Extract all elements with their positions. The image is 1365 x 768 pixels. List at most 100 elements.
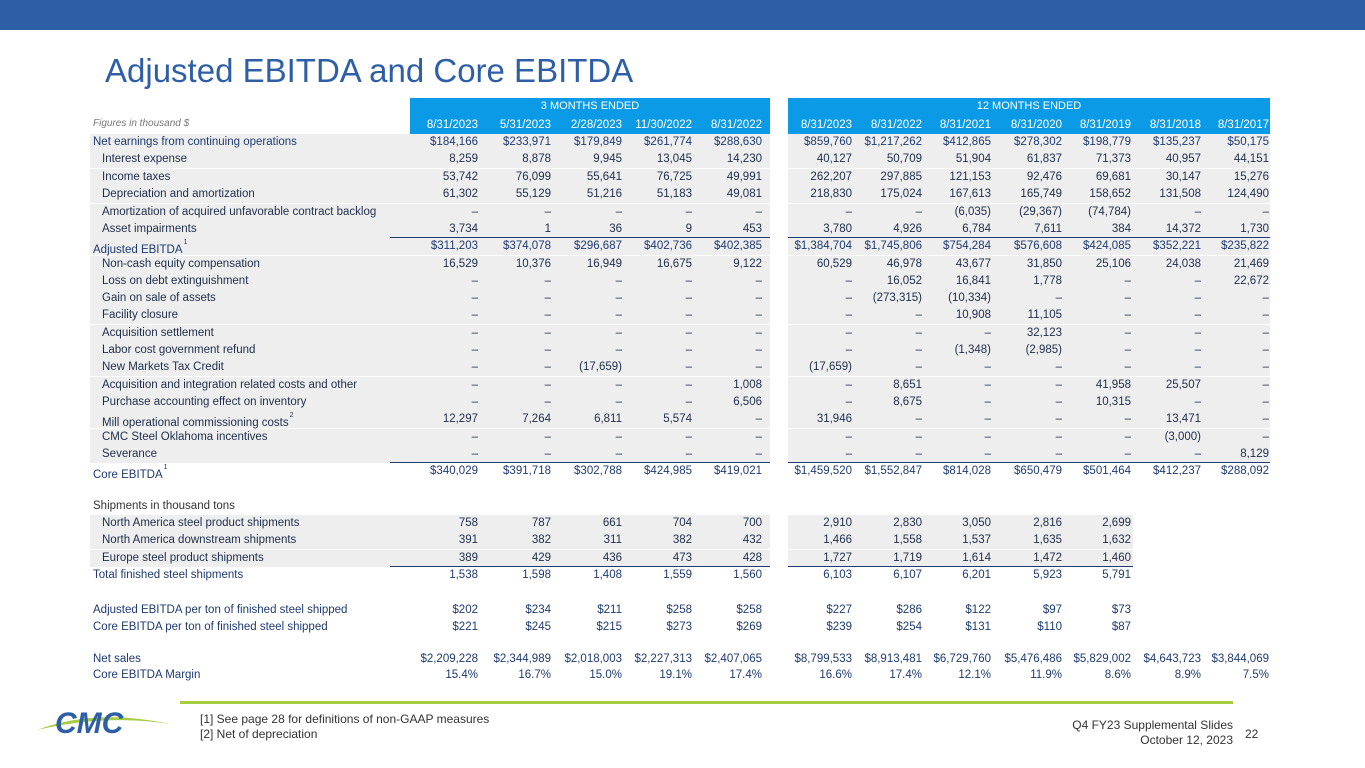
row-shade — [788, 134, 1270, 151]
table-cell: $234 — [525, 604, 551, 616]
table-cell: 15.0% — [589, 669, 622, 681]
table-row: Non-cash equity compensation 16,529 10,376… — [90, 256, 1270, 273]
table-cell: $233,971 — [503, 136, 551, 148]
table-cell: $402,385 — [714, 240, 762, 252]
table-cell: $296,687 — [574, 240, 622, 252]
table-cell: 758 — [458, 517, 478, 529]
table-cell: – — [544, 327, 551, 339]
figures-note: Figures in thousand $ — [93, 118, 190, 129]
row-label: Gain on sale of assets — [102, 292, 216, 304]
date-header: 8/31/2022 — [710, 119, 762, 131]
total-rule — [788, 462, 1270, 463]
table-cell: 71,373 — [1095, 153, 1131, 165]
row-label: Net sales — [93, 653, 141, 665]
date-header: 2/28/2023 — [570, 119, 622, 131]
table-cell: 5,574 — [663, 413, 692, 425]
row-shade — [90, 256, 770, 273]
table-cell: – — [1124, 431, 1131, 443]
table-cell: $288,092 — [1221, 465, 1269, 477]
table-cell: – — [1194, 396, 1201, 408]
table-cell: – — [755, 292, 762, 304]
table-cell: – — [1124, 448, 1131, 460]
table-cell: – — [685, 275, 692, 287]
cmc-logo: CMC — [35, 700, 175, 740]
table-cell: – — [685, 292, 692, 304]
per-ton-row: Core EBITDA per ton of finished steel sh… — [90, 619, 1270, 636]
table-cell: – — [755, 361, 762, 373]
table-cell: – — [984, 448, 991, 460]
table-cell: – — [845, 309, 852, 321]
row-shade — [788, 238, 1270, 255]
table-cell: 175,024 — [880, 188, 922, 200]
table-cell: $110 — [1037, 621, 1062, 633]
table-cell: 9,122 — [733, 258, 762, 270]
date-header: 8/31/2019 — [1079, 119, 1131, 131]
table-cell: 1,460 — [1102, 552, 1131, 564]
table-cell: – — [1124, 361, 1131, 373]
table-cell: $402,736 — [644, 240, 692, 252]
table-cell: 21,469 — [1233, 258, 1269, 270]
table-cell: 436 — [602, 552, 622, 564]
table-cell: – — [471, 206, 478, 218]
table-cell: 158,652 — [1089, 188, 1131, 200]
table-cell: 1,559 — [663, 569, 692, 581]
row-label: Mill operational commissioning costs — [102, 416, 289, 429]
per-ton-row: Adjusted EBITDA per ton of finished stee… — [90, 602, 1270, 619]
table-cell: – — [1194, 309, 1201, 321]
table-cell: 429 — [531, 552, 551, 564]
table-cell: – — [845, 344, 852, 356]
table-cell: – — [544, 431, 551, 443]
row-label: North America steel product shipments — [102, 517, 300, 529]
table-cell: 51,904 — [955, 153, 991, 165]
table-cell: 16.7% — [518, 669, 551, 681]
table-cell: $261,774 — [644, 136, 692, 148]
row-shade — [90, 359, 770, 376]
row-shade — [788, 342, 1270, 359]
table-cell: 1,730 — [1240, 223, 1269, 235]
table-cell: $288,630 — [714, 136, 762, 148]
table-cell: – — [615, 206, 622, 218]
table-cell: 16,841 — [955, 275, 991, 287]
table-cell: $419,021 — [714, 465, 762, 477]
table-cell: 51,216 — [586, 188, 622, 200]
table-cell: 55,641 — [586, 171, 622, 183]
table-cell: 2,816 — [1033, 517, 1062, 529]
table-cell: $754,284 — [943, 240, 991, 252]
table-cell: – — [755, 275, 762, 287]
table-cell: – — [1262, 309, 1269, 321]
table-cell: 46,978 — [886, 258, 922, 270]
row-label: Europe steel product shipments — [102, 552, 264, 564]
table-cell: 49,081 — [726, 188, 762, 200]
table-cell: $2,407,065 — [704, 653, 762, 665]
table-cell: 2,830 — [893, 517, 922, 529]
table-cell: 17.4% — [729, 669, 762, 681]
table-cell: 13,471 — [1165, 413, 1201, 425]
table-cell: – — [685, 327, 692, 339]
row-label: New Markets Tax Credit — [102, 361, 224, 373]
footnote-2: [2] Net of depreciation — [200, 727, 318, 741]
sales-row: Net sales $2,209,228 $2,344,989 $2,018,003 $… — [90, 651, 1270, 668]
table-cell: – — [1124, 413, 1131, 425]
row-label: Facility closure — [102, 309, 179, 321]
row-shade — [90, 532, 770, 549]
table-row: North America downstream shipments 391 382… — [90, 532, 1270, 549]
table-cell: – — [1055, 396, 1062, 408]
table-cell: $179,849 — [574, 136, 622, 148]
row-label: Income taxes — [102, 171, 171, 183]
table-cell: $221 — [452, 621, 478, 633]
total-row: Adjusted EBITDA1 $311,203 $374,078 $296,687… — [90, 237, 1270, 256]
table-cell: – — [1124, 327, 1131, 339]
table-row: Acquisition settlement – – – – – – – – 32,123 – – – — [90, 325, 1270, 342]
table-cell: – — [685, 206, 692, 218]
date-header: 8/31/2018 — [1149, 119, 1201, 131]
table-cell: – — [471, 396, 478, 408]
table-cell: $6,729,760 — [933, 653, 991, 665]
table-cell: – — [615, 292, 622, 304]
footnote-1: [1] See page 28 for definitions of non-G… — [200, 712, 490, 726]
table-cell: (6,035) — [954, 206, 991, 218]
table-cell: 15.4% — [445, 669, 478, 681]
table-row: Asset impairments 3,734 1 36 9 453 3,780 4,926 6… — [90, 221, 1270, 238]
table-cell: – — [1262, 206, 1269, 218]
row-shade — [90, 238, 770, 255]
total-row: Core EBITDA1 $340,029 $391,718 $302,788 $424… — [90, 462, 1270, 481]
